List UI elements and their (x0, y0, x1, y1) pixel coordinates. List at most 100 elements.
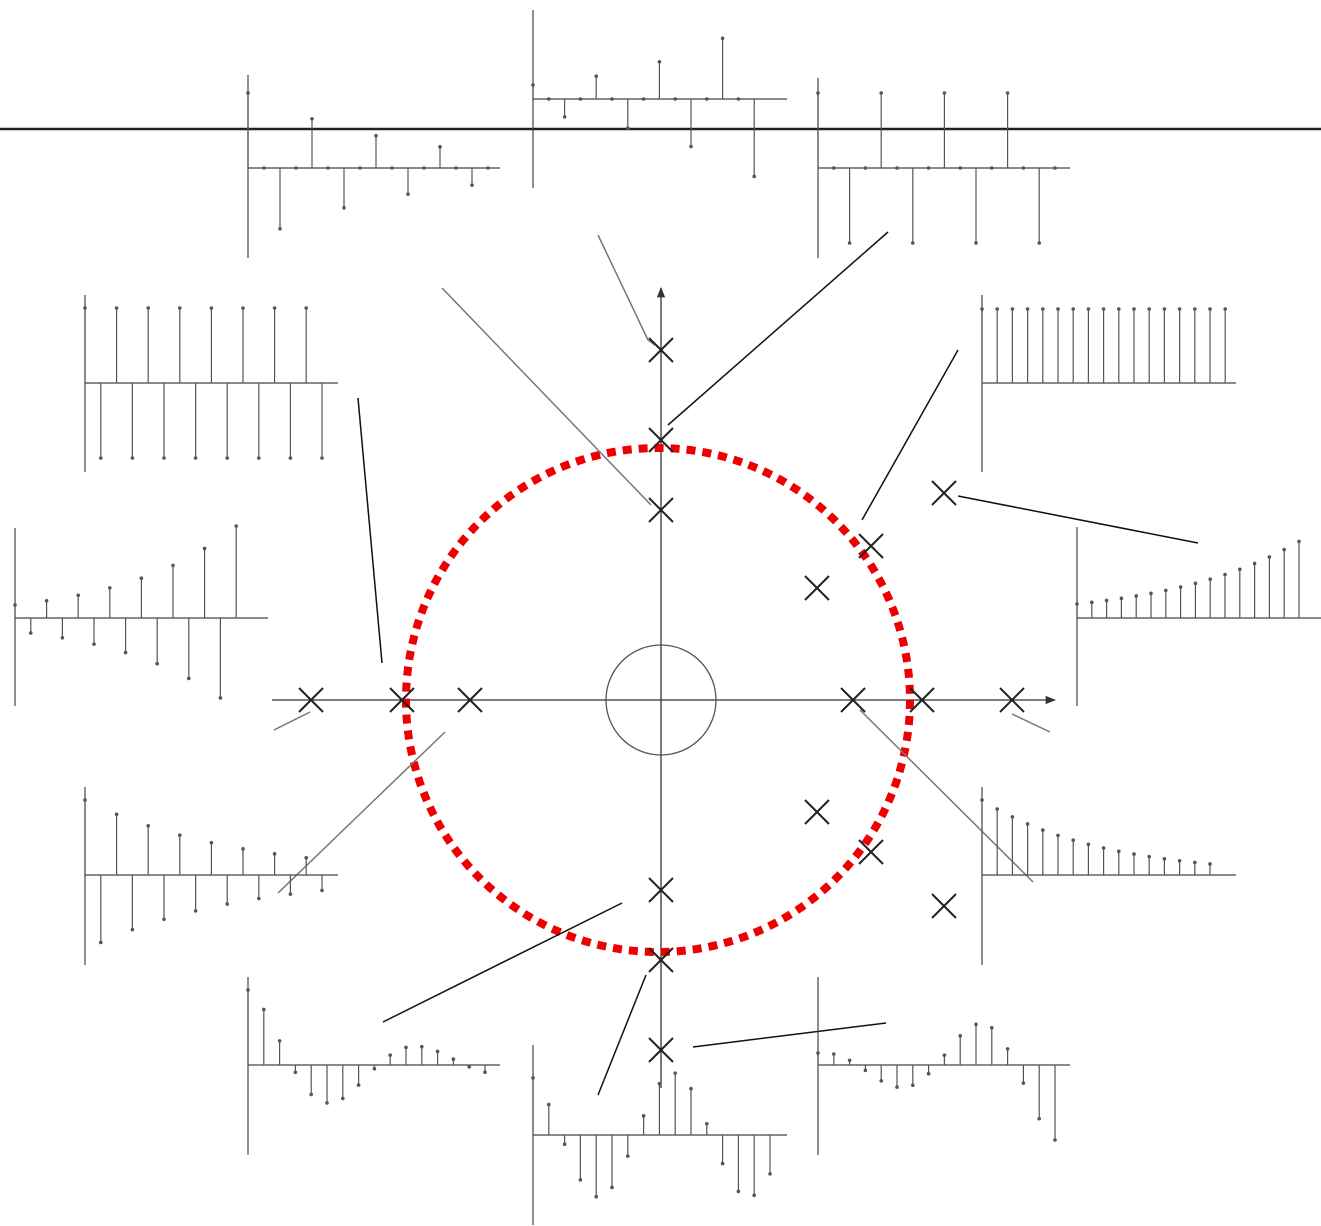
stem-dot (720, 1161, 725, 1166)
stem-dot (1147, 854, 1151, 859)
stem-dot (578, 1178, 583, 1182)
stem-dot (578, 97, 583, 101)
stem-dot (689, 1086, 693, 1091)
stem-dot (13, 603, 17, 607)
stem-dot (293, 1070, 298, 1075)
connector (597, 234, 656, 346)
stem-dot (1178, 585, 1183, 589)
stem-dot (926, 166, 931, 170)
connector (277, 731, 446, 894)
stem-dot (1104, 598, 1109, 603)
stem-dot (816, 91, 820, 95)
stem-plot (83, 787, 338, 965)
stem-plot (531, 1045, 787, 1225)
stem-dot (1021, 1081, 1026, 1085)
stem-dot (44, 599, 49, 603)
stem-dot (114, 306, 119, 310)
stem-dot (1086, 842, 1091, 847)
stem-dot (626, 1154, 630, 1158)
pole-cross (804, 575, 830, 601)
stem-dot (99, 456, 103, 460)
pole-cross (858, 533, 884, 559)
stem-dot (562, 1142, 567, 1146)
stem-plots (13, 10, 1321, 1225)
stem-dot (1164, 588, 1168, 593)
stem-dot (320, 456, 324, 460)
pole-cross (931, 893, 957, 919)
stem-dot (404, 1045, 408, 1050)
pole-cross (648, 497, 674, 523)
stem-dot (995, 807, 999, 811)
stem-dot (438, 145, 442, 149)
stem-dot (435, 1049, 440, 1054)
stem-dot (832, 1052, 836, 1056)
poles (298, 337, 1025, 1063)
stem-dot (60, 635, 65, 640)
stem-dot (1177, 858, 1182, 863)
connector (859, 709, 1034, 883)
stem-dot (673, 97, 677, 101)
stem-dot (1223, 307, 1227, 311)
connector (441, 287, 652, 506)
pole-cross (804, 799, 830, 825)
stem-dot (277, 1039, 282, 1043)
stem-dot (310, 116, 314, 121)
connector (357, 397, 383, 664)
stem-dot (193, 909, 198, 913)
stem-dot (705, 1121, 709, 1126)
pole-cross (999, 687, 1025, 713)
stem-dot (390, 166, 394, 170)
connector (1011, 713, 1051, 733)
stem-dot (288, 892, 293, 896)
stem-dot (139, 576, 144, 581)
stem-dot (562, 115, 567, 119)
stem-dot (406, 192, 410, 196)
stem-dot (1010, 307, 1015, 311)
stem-dot (847, 241, 852, 245)
stem-dot (146, 306, 150, 310)
stem-dot (1132, 852, 1136, 856)
stem-dot (1147, 307, 1151, 311)
stem-dot (326, 166, 330, 170)
stem-dot (847, 1058, 852, 1063)
stem-dot (736, 97, 741, 101)
stem-dot (451, 1057, 456, 1061)
stem-dot (1071, 307, 1075, 311)
stem-plot (83, 295, 338, 472)
pole-cross (648, 337, 674, 363)
stem-dot (720, 36, 725, 41)
stem-dot (272, 852, 277, 856)
stem-dot (257, 896, 261, 901)
stem-dot (1056, 307, 1060, 311)
stem-dot (388, 1053, 393, 1057)
stem-dot (980, 798, 984, 802)
stem-dot (832, 166, 836, 170)
stem-dot (736, 1189, 741, 1194)
stem-dot (1071, 838, 1075, 842)
stem-plot (816, 78, 1070, 258)
stem-dot (304, 306, 309, 310)
stem-dot (1193, 581, 1198, 586)
connector (667, 231, 889, 426)
stem-dot (1297, 539, 1301, 544)
stem-dot (218, 696, 223, 700)
stem-dot (689, 144, 693, 149)
stem-dot (1208, 307, 1212, 311)
stem-dot (863, 1068, 868, 1073)
stem-plot (980, 787, 1236, 965)
stem-dot (958, 1034, 962, 1038)
stem-dot (1075, 602, 1079, 606)
stem-plot (246, 75, 500, 258)
stem-dot (547, 97, 551, 101)
stem-dot (123, 650, 128, 655)
stem-dot (610, 1185, 614, 1190)
stem-dot (752, 174, 756, 179)
stem-dot (1005, 91, 1010, 95)
pole-cross (457, 687, 483, 713)
stem-dot (341, 1096, 345, 1101)
stem-dot (1056, 833, 1060, 838)
connector (692, 1022, 887, 1048)
stem-dot (1119, 596, 1124, 601)
